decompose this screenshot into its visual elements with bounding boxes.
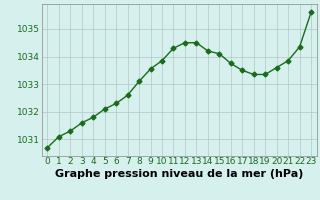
X-axis label: Graphe pression niveau de la mer (hPa): Graphe pression niveau de la mer (hPa) bbox=[55, 169, 303, 179]
